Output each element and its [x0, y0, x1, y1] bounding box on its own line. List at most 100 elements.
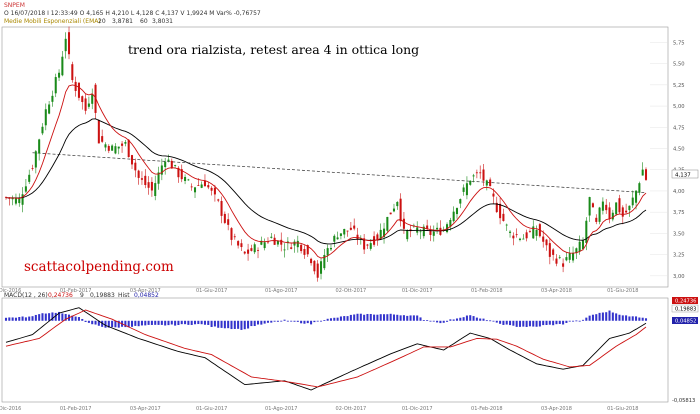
candle-body — [193, 187, 197, 193]
candle-body — [631, 197, 634, 206]
signal-line — [5, 309, 647, 388]
macd-hist-bar — [339, 316, 342, 321]
macd-hist-bar — [532, 320, 535, 327]
macd-hist-bar — [489, 320, 492, 322]
macd-hist-bar — [392, 314, 396, 321]
macd-hist-bar — [605, 312, 608, 321]
candle-body — [522, 238, 525, 240]
candle-body — [220, 201, 223, 216]
macd-hist-bar — [336, 317, 339, 321]
candle-body — [402, 218, 405, 229]
candle-body — [101, 136, 104, 142]
macd-hist-bar — [356, 313, 359, 321]
candle-body — [18, 197, 21, 204]
macd-hist-bar — [568, 320, 571, 322]
candle-body — [147, 182, 150, 188]
price-tick-label: 3,75 — [673, 210, 685, 216]
macd-signal-label: 9 — [80, 292, 84, 299]
macd-hist-bar — [320, 320, 323, 322]
macd-hist-bar — [200, 320, 203, 325]
candle-body — [313, 260, 316, 272]
macd-hist-bar — [107, 320, 110, 328]
price-tick-label: 5,00 — [673, 104, 685, 110]
candle-body — [644, 169, 648, 180]
candle-body — [446, 224, 449, 233]
ema-label: Medie Mobili Esponenziali (EMA) — [4, 18, 101, 25]
candlesticks — [4, 26, 648, 282]
candle-body — [329, 247, 332, 250]
macd-hist-bar — [565, 320, 568, 323]
candle-body — [515, 234, 518, 236]
candle-body — [475, 172, 478, 174]
candle-body — [449, 219, 452, 227]
macd-hist-bar — [326, 318, 329, 321]
candle-body — [532, 226, 535, 239]
macd-hist-bar — [462, 317, 465, 321]
macd-hist-bar — [38, 314, 41, 321]
time-tick-label: 01-Giu-2017 — [196, 406, 227, 412]
macd-hist-bar — [555, 320, 558, 325]
candle-body — [469, 180, 472, 185]
macd-hist-bar — [475, 317, 478, 321]
macd-hist-bar — [436, 320, 439, 323]
candle-body — [628, 205, 631, 211]
macd-hist-bar — [396, 314, 399, 321]
macd-hist-bar — [41, 313, 44, 321]
candle-body — [137, 170, 140, 178]
macd-hist-bar — [256, 320, 260, 325]
macd-hist-bar — [538, 320, 541, 327]
macd-hist-bar — [18, 316, 21, 321]
macd-hist-bar — [641, 317, 644, 321]
macd-hist-bar — [578, 320, 581, 322]
candle-body — [528, 231, 531, 232]
candle-body — [24, 186, 27, 192]
macd-hist-bar — [276, 320, 279, 322]
hist-value-tag — [672, 317, 698, 324]
candle-body — [197, 185, 200, 186]
macd-line — [5, 307, 647, 391]
macd-hist-bar — [306, 320, 309, 324]
ema60-line — [5, 118, 647, 245]
candle-body — [406, 230, 409, 240]
candle-body — [117, 146, 120, 149]
ema-value-1: 3,8781 — [112, 18, 133, 25]
candle-body — [104, 144, 107, 148]
macd-hist-bar — [442, 320, 445, 323]
macd-hist-bar — [525, 320, 528, 327]
macd-hist-bar — [383, 314, 386, 321]
last-price-value: 4,137 — [675, 173, 691, 179]
candle-body — [237, 241, 240, 246]
candle-body — [608, 207, 611, 220]
ema-value-2: 3,8031 — [152, 18, 173, 25]
macd-hist-bar — [446, 320, 449, 322]
candle-body — [495, 202, 498, 213]
macd-hist-bar — [625, 315, 628, 321]
candle-body — [479, 172, 482, 174]
macd-hist-bar — [621, 315, 624, 321]
candle-body — [552, 249, 555, 255]
macd-hist-bar — [184, 320, 187, 325]
candle-body — [525, 232, 528, 239]
macd-hist-bar — [575, 320, 578, 322]
candle-body — [455, 208, 459, 215]
macd-hist-bar — [137, 320, 140, 327]
time-tick-label: 01-Giu-2017 — [196, 288, 227, 294]
macd-hist-bar — [127, 320, 130, 328]
candle-body — [432, 231, 435, 236]
candle-body — [615, 202, 618, 215]
macd-signal-value: 0,19883 — [90, 292, 115, 299]
macd-hist-bar — [21, 316, 24, 321]
macd-hist-bar — [412, 315, 415, 321]
macd-hist-bar — [459, 317, 462, 321]
macd-hist-bar — [11, 317, 14, 321]
macd-hist-bar — [482, 318, 485, 321]
candle-body — [28, 174, 31, 182]
price-tick-label: 3,00 — [673, 274, 685, 280]
ema20-line — [5, 84, 647, 259]
macd-hist-bar — [369, 313, 372, 321]
macd-hist-bar — [455, 318, 459, 321]
candle-body — [346, 230, 349, 232]
macd-hist-bar — [193, 320, 197, 325]
price-tick-label: 3,50 — [673, 231, 685, 237]
macd-hist-bar — [399, 315, 402, 321]
